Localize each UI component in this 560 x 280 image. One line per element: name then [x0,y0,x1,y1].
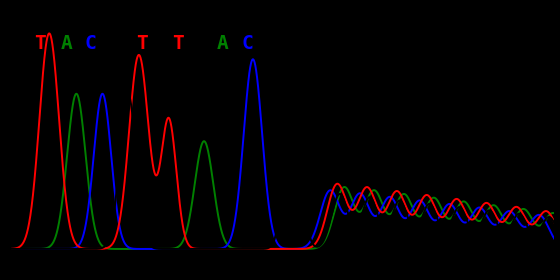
Text: T: T [35,34,46,53]
Text: T: T [137,34,148,53]
Text: G: G [268,34,279,53]
Text: T: T [172,34,184,53]
Text: G: G [110,34,122,53]
Text: C: C [242,34,253,53]
Text: A: A [217,34,228,53]
Text: C: C [85,34,96,53]
Text: A: A [60,34,72,53]
